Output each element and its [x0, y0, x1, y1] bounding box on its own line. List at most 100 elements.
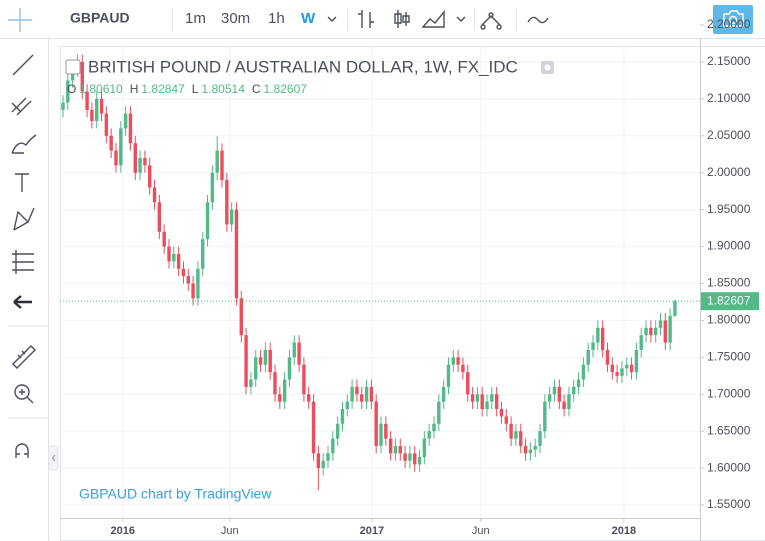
collapse-icon[interactable]	[51, 454, 56, 462]
y-tick-label: 1.80000	[707, 313, 751, 327]
ohlc-key: C	[252, 82, 261, 96]
candle-body	[393, 445, 398, 454]
interval-button[interactable]: 1h	[268, 10, 285, 27]
candle-body	[138, 157, 142, 173]
candles-icon[interactable]	[394, 10, 410, 28]
candle-body	[644, 327, 648, 336]
camera-icon[interactable]	[728, 15, 738, 25]
zoom-tool[interactable]	[14, 384, 30, 400]
ohlc-key: O	[67, 82, 76, 96]
overlay: BRITISH POUND / AUSTRALIAN DOLLAR, 1W, F…	[60, 57, 759, 502]
bars-icon[interactable]	[358, 10, 374, 28]
candle-body	[340, 409, 345, 424]
candle-body	[543, 401, 547, 432]
candle-body	[244, 335, 248, 387]
compare-icon[interactable]	[527, 16, 549, 24]
candle-body	[282, 379, 287, 402]
candle-body	[620, 368, 624, 376]
candle-body	[331, 438, 335, 454]
candle-body	[268, 349, 272, 373]
candle-body	[220, 150, 224, 181]
candle-body	[547, 394, 552, 402]
last-price-label: 1.82607	[707, 293, 751, 307]
left-toolbar	[8, 38, 59, 541]
interval-button-active[interactable]: W	[301, 10, 316, 27]
collapse-button[interactable]	[48, 445, 59, 471]
candle-body	[615, 372, 619, 376]
candle-body	[307, 394, 311, 402]
candle-body	[523, 445, 528, 454]
zoom-tool[interactable]	[19, 389, 34, 404]
candle-body	[109, 135, 113, 151]
back-arrow[interactable]	[13, 295, 32, 309]
candle-body	[229, 209, 234, 225]
candle-body	[297, 342, 301, 365]
dropdown-icon[interactable]	[327, 16, 337, 22]
candle-body	[485, 401, 489, 410]
candle-body	[403, 453, 407, 461]
camera-icon[interactable]	[723, 10, 744, 27]
candle-body	[576, 379, 581, 387]
interval-button[interactable]: 30m	[221, 10, 250, 27]
y-tick-label: 1.85000	[707, 276, 751, 290]
candle-body	[85, 91, 89, 110]
candle-body	[360, 394, 364, 402]
y-tick-label: 1.60000	[707, 460, 751, 474]
text-tool[interactable]	[15, 173, 29, 192]
candle-body	[263, 349, 268, 365]
candle-body	[335, 423, 340, 439]
area-icon[interactable]	[421, 10, 445, 28]
indicators-icon[interactable]	[480, 12, 502, 30]
dropdown-icon[interactable]	[456, 16, 466, 22]
magnet-tool[interactable]	[15, 443, 29, 458]
candle-body	[653, 327, 658, 336]
candle-body	[66, 80, 70, 103]
symbol[interactable]: GBPAUD	[70, 10, 130, 26]
candle-body	[451, 357, 455, 365]
interval-button[interactable]: 1m	[185, 10, 206, 27]
fib-tool[interactable]	[11, 97, 32, 116]
x-tick-label: 2018	[612, 525, 636, 537]
candle-body	[191, 283, 195, 299]
candle-body	[528, 449, 533, 454]
candle-body	[668, 315, 672, 343]
candle-body	[591, 342, 595, 350]
legend-settings[interactable]	[544, 64, 551, 71]
trend-line-tool[interactable]	[12, 54, 34, 76]
candle-body	[384, 423, 388, 439]
candle-body	[596, 327, 600, 343]
candle-body	[470, 394, 475, 402]
x-tick-label: Jun	[221, 525, 239, 537]
candle-body	[321, 460, 325, 469]
candle-body	[119, 128, 123, 166]
candle-body	[172, 253, 176, 262]
candle-body	[461, 364, 465, 373]
candle-body	[456, 357, 460, 365]
candle-body	[446, 364, 451, 387]
candle-body	[379, 423, 383, 446]
ruler-tool[interactable]	[12, 345, 36, 369]
watermark: GBPAUD chart by TradingView	[79, 486, 272, 502]
candle-body	[567, 394, 571, 410]
candle-body	[658, 320, 663, 328]
candle-body	[490, 394, 494, 402]
candle-body	[625, 364, 629, 369]
candle-body	[90, 109, 94, 122]
prediction-tool[interactable]	[12, 250, 34, 274]
legend-collapse[interactable]	[65, 59, 81, 75]
snapshot-button[interactable]	[713, 5, 753, 34]
x-tick-label: 2016	[110, 525, 134, 537]
candle-body	[432, 423, 436, 432]
candle-body	[143, 157, 147, 166]
y-tick-label: 2.10000	[707, 91, 751, 105]
candle-body	[181, 268, 186, 277]
pattern-tool[interactable]	[13, 207, 35, 231]
candle-body	[133, 143, 137, 173]
candle-body	[128, 113, 133, 144]
candle-body	[437, 401, 441, 424]
brush-tool[interactable]	[11, 134, 37, 154]
candle-body	[205, 202, 210, 240]
ohlc-key: H	[130, 82, 139, 96]
